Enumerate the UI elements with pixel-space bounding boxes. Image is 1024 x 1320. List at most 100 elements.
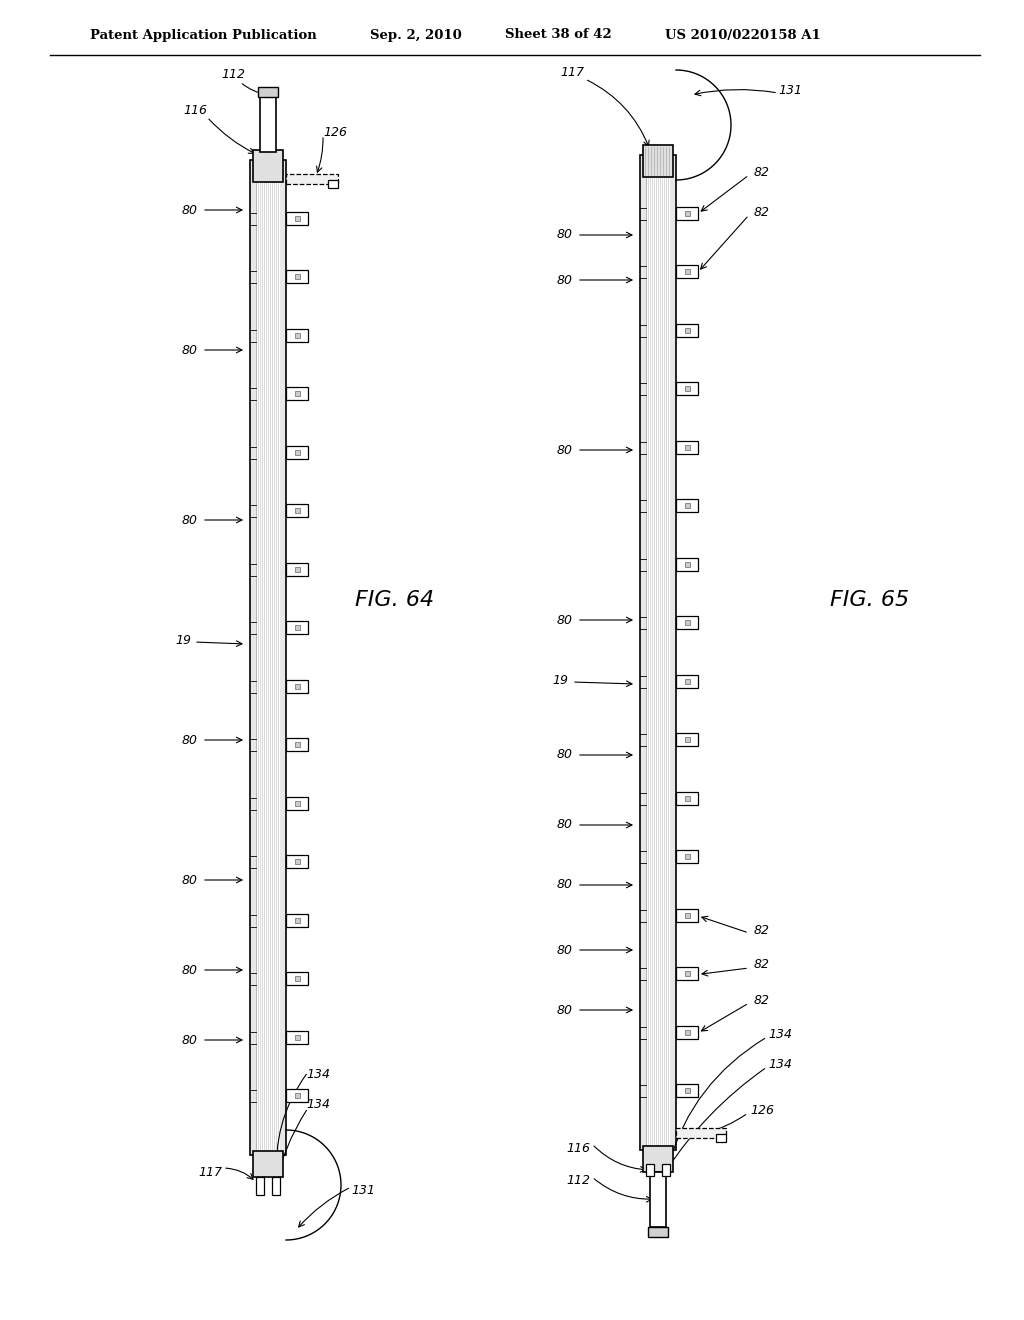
Bar	[286, 174, 338, 183]
Bar	[685, 210, 690, 215]
Bar	[286, 1031, 308, 1044]
Text: 80: 80	[557, 818, 573, 832]
Bar	[286, 271, 308, 282]
Text: 82: 82	[754, 924, 770, 936]
Bar	[272, 1177, 280, 1195]
Bar	[650, 1172, 666, 1228]
Bar	[260, 96, 276, 152]
Bar	[685, 445, 690, 450]
Bar	[685, 503, 690, 508]
Text: 126: 126	[323, 125, 347, 139]
Text: 80: 80	[557, 273, 573, 286]
Text: 134: 134	[306, 1098, 330, 1111]
Bar	[676, 206, 698, 219]
Text: 117: 117	[198, 1166, 222, 1179]
Bar	[295, 1035, 300, 1040]
Text: 131: 131	[778, 83, 802, 96]
Text: US 2010/0220158 A1: US 2010/0220158 A1	[665, 29, 821, 41]
Bar	[295, 566, 300, 572]
Bar	[685, 269, 690, 275]
Text: 80: 80	[182, 874, 198, 887]
Bar	[648, 1228, 668, 1237]
Text: 134: 134	[768, 1059, 792, 1072]
Bar	[286, 562, 308, 576]
Bar	[286, 387, 308, 400]
Bar	[676, 675, 698, 688]
Bar	[676, 323, 698, 337]
Bar	[286, 797, 308, 810]
Text: 82: 82	[754, 994, 770, 1006]
Bar	[676, 1129, 726, 1138]
Bar	[286, 329, 308, 342]
Bar	[295, 917, 300, 923]
Text: 117: 117	[560, 66, 584, 78]
Bar	[250, 160, 286, 1155]
Text: 82: 82	[754, 958, 770, 972]
Text: 19: 19	[175, 634, 191, 647]
Bar	[676, 850, 698, 863]
Text: 82: 82	[754, 206, 770, 219]
Bar	[295, 391, 300, 396]
Bar	[253, 1151, 283, 1177]
Text: 116: 116	[566, 1142, 590, 1155]
Text: 80: 80	[182, 734, 198, 747]
Text: 80: 80	[557, 444, 573, 457]
Bar	[676, 441, 698, 454]
Bar	[295, 801, 300, 805]
Text: FIG. 64: FIG. 64	[355, 590, 434, 610]
Bar	[286, 1089, 308, 1102]
Bar	[286, 973, 308, 986]
Text: 80: 80	[557, 228, 573, 242]
Text: 80: 80	[182, 1034, 198, 1047]
Text: 80: 80	[557, 614, 573, 627]
Bar	[643, 145, 673, 177]
Bar	[685, 620, 690, 626]
Bar	[662, 1164, 670, 1176]
Bar	[676, 616, 698, 630]
Bar	[256, 1177, 264, 1195]
Text: 131: 131	[351, 1184, 375, 1196]
Bar	[676, 909, 698, 921]
Text: 134: 134	[768, 1028, 792, 1041]
Bar	[295, 215, 300, 220]
Bar	[286, 622, 308, 634]
Bar	[676, 558, 698, 570]
Bar	[295, 333, 300, 338]
Bar	[286, 680, 308, 693]
Bar	[286, 504, 308, 517]
Bar	[685, 913, 690, 917]
Bar	[676, 1026, 698, 1039]
Bar	[676, 265, 698, 279]
Text: 80: 80	[557, 944, 573, 957]
Text: 80: 80	[557, 1003, 573, 1016]
Bar	[295, 684, 300, 689]
Text: 80: 80	[182, 964, 198, 977]
Bar	[685, 854, 690, 859]
Bar	[295, 275, 300, 279]
Bar	[643, 1146, 673, 1172]
Text: 80: 80	[557, 748, 573, 762]
Bar	[685, 738, 690, 742]
Bar	[640, 154, 676, 1150]
Bar	[685, 796, 690, 801]
Bar	[676, 1085, 698, 1097]
Text: FIG. 65: FIG. 65	[830, 590, 909, 610]
Text: Sheet 38 of 42: Sheet 38 of 42	[505, 29, 611, 41]
Bar	[685, 678, 690, 684]
Bar	[685, 972, 690, 977]
Bar	[328, 180, 338, 187]
Bar	[295, 626, 300, 630]
Text: 116: 116	[183, 103, 207, 116]
Text: 126: 126	[750, 1104, 774, 1117]
Bar	[286, 855, 308, 869]
Text: 80: 80	[182, 513, 198, 527]
Bar	[253, 150, 283, 182]
Bar	[676, 734, 698, 746]
Bar	[286, 446, 308, 458]
Bar	[676, 499, 698, 512]
Text: 112: 112	[221, 69, 245, 82]
Bar	[295, 450, 300, 454]
Text: 80: 80	[557, 879, 573, 891]
Bar	[685, 1089, 690, 1093]
Bar	[286, 738, 308, 751]
